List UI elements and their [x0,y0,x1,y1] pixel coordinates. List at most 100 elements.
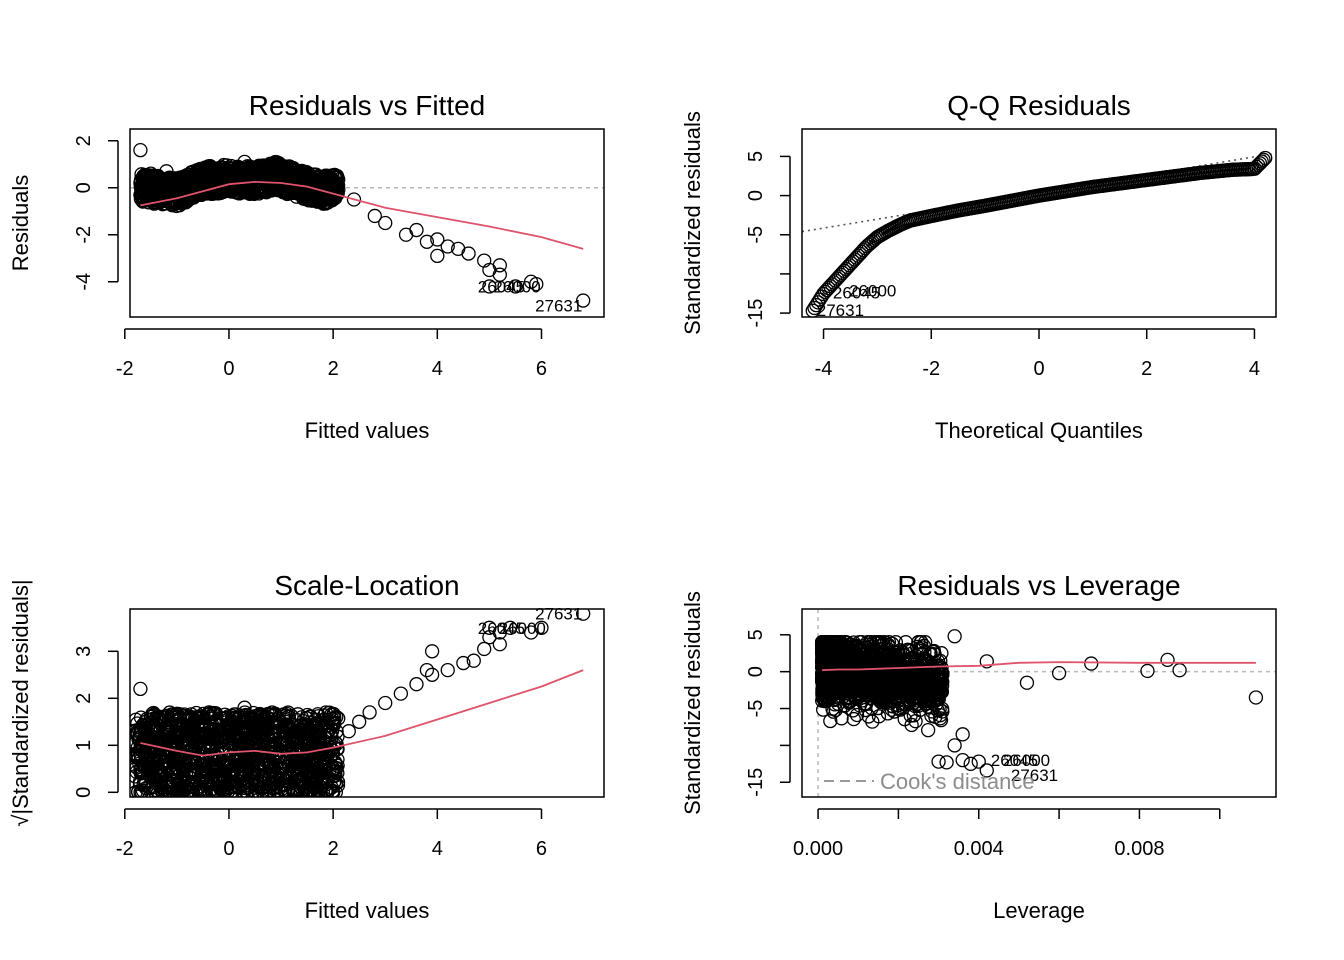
data-point [134,167,149,182]
data-point [815,644,831,660]
data-point [284,747,299,763]
plot-frame [801,128,1277,318]
data-point [205,180,221,195]
data-point [228,713,243,728]
data-point [829,670,845,685]
data-point [576,609,591,621]
data-point [221,709,236,724]
data-point [482,620,497,635]
plot-frame [129,128,605,318]
data-point [815,674,830,689]
data-point [153,185,168,200]
x-tick-label: 0 [223,838,234,860]
point-label: 27631 [1011,766,1058,785]
y-axis-label: √|Standardized residuals| [8,579,33,826]
data-point [201,705,217,720]
data-point [133,142,148,158]
data-point [963,756,978,771]
y-tick-label: -15 [745,768,767,797]
data-point [329,760,344,776]
data-point [230,185,245,200]
data-point [863,635,878,650]
data-point [181,764,196,779]
data-point [237,154,252,170]
data-point [196,706,211,722]
data-point [286,774,301,789]
data-point [888,672,904,687]
data-point [886,644,901,659]
data-point [424,644,440,659]
y-tick-label: -4 [73,273,95,291]
data-point [143,166,158,181]
data-point [367,208,382,224]
data-point [911,641,926,656]
data-point [130,723,143,738]
y-tick-label: 0 [745,190,767,201]
y-tick-label: -15 [745,299,767,328]
data-point [240,184,256,199]
data-point [879,690,894,705]
point-label: 27631 [817,301,864,320]
data-point [424,667,440,682]
data-point [310,717,325,733]
data-point [135,194,151,209]
data-point [145,763,160,779]
data-point [178,749,193,764]
data-point [924,689,939,705]
panel-title: Q-Q Residuals [947,90,1131,121]
qq-point [1256,152,1271,167]
data-point [861,672,876,687]
x-tick-label: 2 [1141,358,1152,380]
data-point [1248,690,1264,705]
data-point [311,183,326,198]
x-tick-label: -4 [815,358,833,380]
data-point [419,662,435,678]
data-point [833,643,848,659]
data-point [285,160,301,176]
data-point [933,712,949,728]
x-tick-label: -2 [116,838,134,860]
y-tick-label: 2 [73,693,95,704]
data-point [844,637,859,652]
data-point [328,176,343,192]
data-point [165,733,181,748]
data-point [909,639,925,655]
plot-frame [801,608,1277,798]
data-point [817,645,832,661]
data-point [859,687,874,702]
data-point [834,711,849,726]
data-point [409,222,424,238]
data-point [815,639,830,654]
data-point [430,248,445,264]
point-label: 26045 [991,751,1038,770]
data-point [461,246,476,261]
data-point [818,663,833,678]
data-point [307,775,322,791]
data-point [237,700,252,715]
data-point [237,780,252,796]
data-point [929,663,944,678]
plot-area [130,142,604,308]
y-tick-label: 0 [73,182,95,193]
data-point [409,677,424,692]
x-tick-label: 0 [223,358,234,380]
x-tick-label: 2 [328,838,339,860]
point-label: 27631 [535,605,582,624]
data-point [189,168,204,183]
data-point [341,724,356,739]
data-point [190,726,205,741]
data-point [330,765,345,781]
data-point [841,690,856,705]
x-tick-label: 6 [536,838,547,860]
point-label: 26000 [493,277,540,296]
data-point [330,170,345,185]
data-point [931,754,946,769]
y-tick-label: -5 [745,700,767,718]
data-point [270,772,286,788]
data-point [260,730,276,745]
data-point [890,701,906,716]
x-tick-label: 2 [328,358,339,380]
data-point [362,705,377,720]
